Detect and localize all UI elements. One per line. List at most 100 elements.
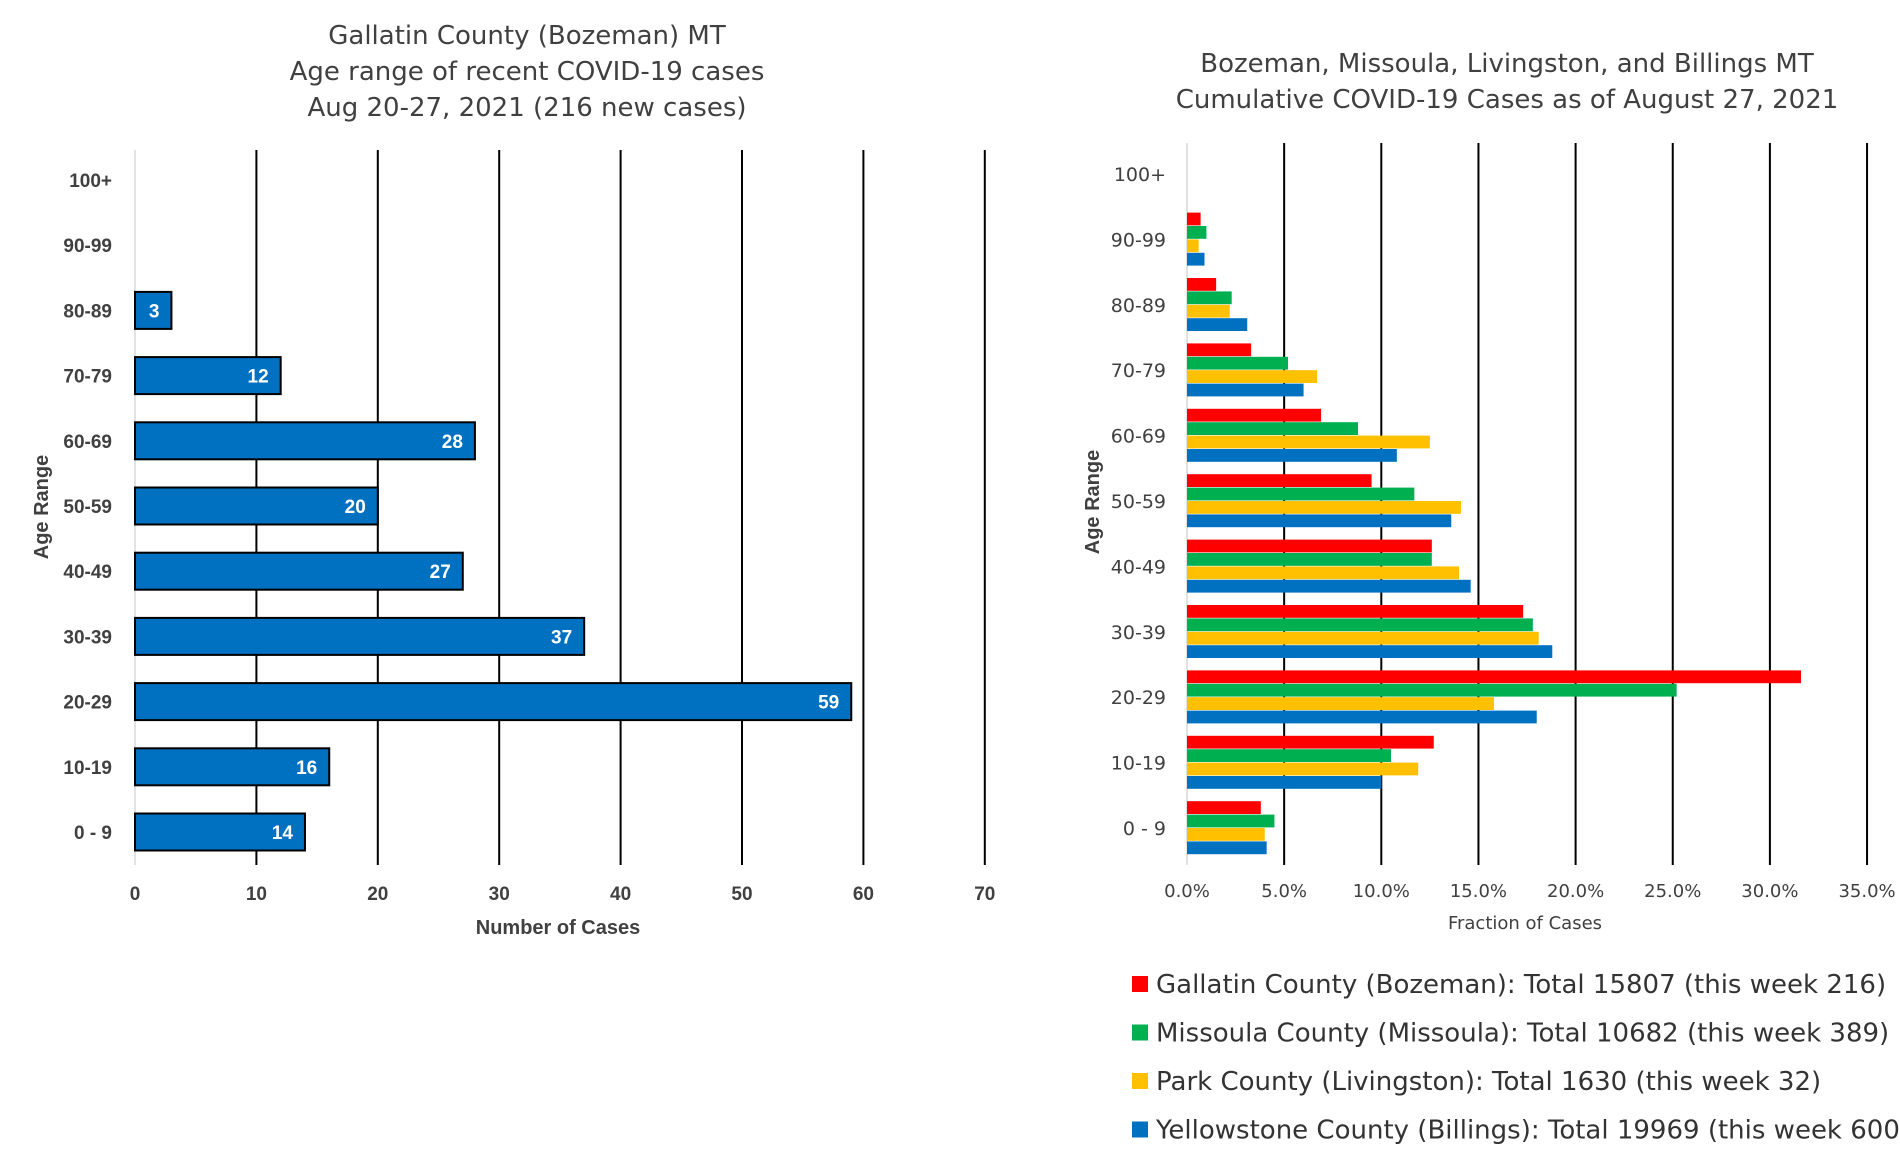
legend-swatch-4 xyxy=(1132,1121,1148,1138)
legend-label-3: Park County (Livingston): Total 1630 (th… xyxy=(1156,1067,1821,1097)
right-bar-3 xyxy=(1187,828,1265,841)
left-bar-data-label: 14 xyxy=(272,823,294,844)
left-x-tick-label: 70 xyxy=(974,884,995,905)
left-bar-data-label: 3 xyxy=(149,301,160,322)
right-bar-4 xyxy=(1187,776,1382,789)
left-bar xyxy=(134,616,586,656)
left-bar xyxy=(134,356,282,396)
left-x-axis-label: Number of Cases xyxy=(476,917,641,939)
right-bar-1 xyxy=(1187,801,1261,814)
left-y-tick-label: 10-19 xyxy=(63,758,112,779)
left-bar-data-label: 27 xyxy=(430,562,451,583)
right-bar-4 xyxy=(1187,449,1397,462)
left-y-tick-label: 30-39 xyxy=(63,627,112,648)
right-chart-title-line-2: Cumulative COVID-19 Cases as of August 2… xyxy=(1176,85,1839,115)
right-y-axis-label: Age Range xyxy=(1082,450,1104,554)
right-x-axis-label: Fraction of Cases xyxy=(1448,913,1602,934)
left-y-tick-label: 60-69 xyxy=(63,432,112,453)
left-bar-data-label: 12 xyxy=(248,367,269,388)
right-bar-1 xyxy=(1187,670,1801,684)
left-x-tick-label: 50 xyxy=(731,884,752,905)
right-x-tick-label: 35.0% xyxy=(1838,881,1895,902)
legend-label-4: Yellowstone County (Billings): Total 199… xyxy=(1155,1116,1900,1146)
legend-swatch-2 xyxy=(1132,1024,1148,1041)
left-y-tick-label: 20-29 xyxy=(63,693,112,714)
right-bar-2 xyxy=(1187,553,1432,566)
right-chart-title-line-1: Bozeman, Missoula, Livingston, and Billi… xyxy=(1200,49,1814,79)
left-bar-data-label: 16 xyxy=(296,758,317,779)
right-bar-2 xyxy=(1187,618,1533,632)
right-y-tick-label: 80-89 xyxy=(1111,295,1166,317)
right-x-tick-label: 5.0% xyxy=(1261,881,1307,902)
left-x-tick-label: 60 xyxy=(853,884,874,905)
left-bar-data-label: 20 xyxy=(345,497,366,518)
right-y-tick-label: 0 - 9 xyxy=(1123,818,1166,840)
left-chart-title-line-3: Aug 20-27, 2021 (216 new cases) xyxy=(307,93,746,123)
legend-swatch-3 xyxy=(1132,1073,1148,1089)
right-bar-1 xyxy=(1187,212,1201,226)
right-bar-3 xyxy=(1187,697,1494,710)
right-bar-1 xyxy=(1187,474,1372,487)
right-y-tick-label: 40-49 xyxy=(1111,556,1166,578)
right-y-tick-label: 10-19 xyxy=(1111,753,1166,775)
right-bar-2 xyxy=(1187,356,1289,370)
right-x-tick-label: 15.0% xyxy=(1450,881,1507,902)
left-bar xyxy=(134,421,476,461)
right-bar-3 xyxy=(1187,370,1318,383)
right-bar-3 xyxy=(1187,304,1230,318)
left-y-axis-label: Age Range xyxy=(31,455,53,559)
right-y-tick-label: 50-59 xyxy=(1111,491,1166,513)
right-bar-4 xyxy=(1187,514,1452,528)
right-bar-2 xyxy=(1187,683,1677,697)
left-bar xyxy=(134,682,853,722)
right-bar-3 xyxy=(1187,566,1460,580)
right-x-tick-label: 25.0% xyxy=(1644,881,1701,902)
right-bar-2 xyxy=(1187,291,1232,305)
right-bar-1 xyxy=(1187,343,1252,357)
left-x-tick-label: 40 xyxy=(610,884,631,905)
left-x-tick-label: 0 xyxy=(130,884,141,905)
left-x-tick-label: 30 xyxy=(489,884,510,905)
right-y-tick-label: 60-69 xyxy=(1111,426,1166,448)
right-y-tick-label: 90-99 xyxy=(1111,229,1166,251)
right-bar-1 xyxy=(1187,605,1524,618)
right-bar-1 xyxy=(1187,735,1434,749)
right-bar-3 xyxy=(1187,631,1539,645)
right-bar-1 xyxy=(1187,278,1217,291)
left-bar-data-label: 37 xyxy=(551,627,572,648)
right-x-tick-label: 30.0% xyxy=(1741,881,1798,902)
right-bar-4 xyxy=(1187,252,1205,266)
right-bar-2 xyxy=(1187,749,1392,762)
right-y-tick-label: 100+ xyxy=(1114,164,1166,186)
left-y-tick-label: 50-59 xyxy=(63,497,112,518)
left-y-tick-label: 0 - 9 xyxy=(74,823,112,844)
right-y-tick-label: 30-39 xyxy=(1111,622,1166,644)
right-bar-2 xyxy=(1187,487,1415,501)
legend-swatch-1 xyxy=(1132,976,1148,992)
right-bar-3 xyxy=(1187,435,1430,449)
right-bar-3 xyxy=(1187,501,1461,514)
legend-label-2: Missoula County (Missoula): Total 10682 … xyxy=(1156,1019,1889,1049)
right-bar-2 xyxy=(1187,814,1275,828)
right-x-tick-label: 10.0% xyxy=(1353,881,1410,902)
right-bar-4 xyxy=(1187,841,1267,855)
right-y-tick-label: 70-79 xyxy=(1111,360,1166,382)
left-chart-title-line-2: Age range of recent COVID-19 cases xyxy=(290,57,765,87)
right-bar-4 xyxy=(1187,383,1304,397)
right-bar-3 xyxy=(1187,762,1419,776)
left-chart-title-line-1: Gallatin County (Bozeman) MT xyxy=(328,21,726,51)
left-bar-data-label: 28 xyxy=(442,432,463,453)
right-bar-4 xyxy=(1187,710,1537,724)
right-x-tick-label: 20.0% xyxy=(1547,881,1604,902)
right-bar-4 xyxy=(1187,645,1553,658)
left-bar xyxy=(134,551,464,591)
legend-label-1: Gallatin County (Bozeman): Total 15807 (… xyxy=(1156,970,1886,1000)
left-bar xyxy=(134,290,173,330)
left-bar xyxy=(134,812,306,852)
left-x-tick-label: 10 xyxy=(246,884,267,905)
right-bar-1 xyxy=(1187,408,1322,422)
right-bar-1 xyxy=(1187,539,1432,553)
left-x-tick-label: 20 xyxy=(367,884,388,905)
right-y-tick-label: 20-29 xyxy=(1111,687,1166,709)
